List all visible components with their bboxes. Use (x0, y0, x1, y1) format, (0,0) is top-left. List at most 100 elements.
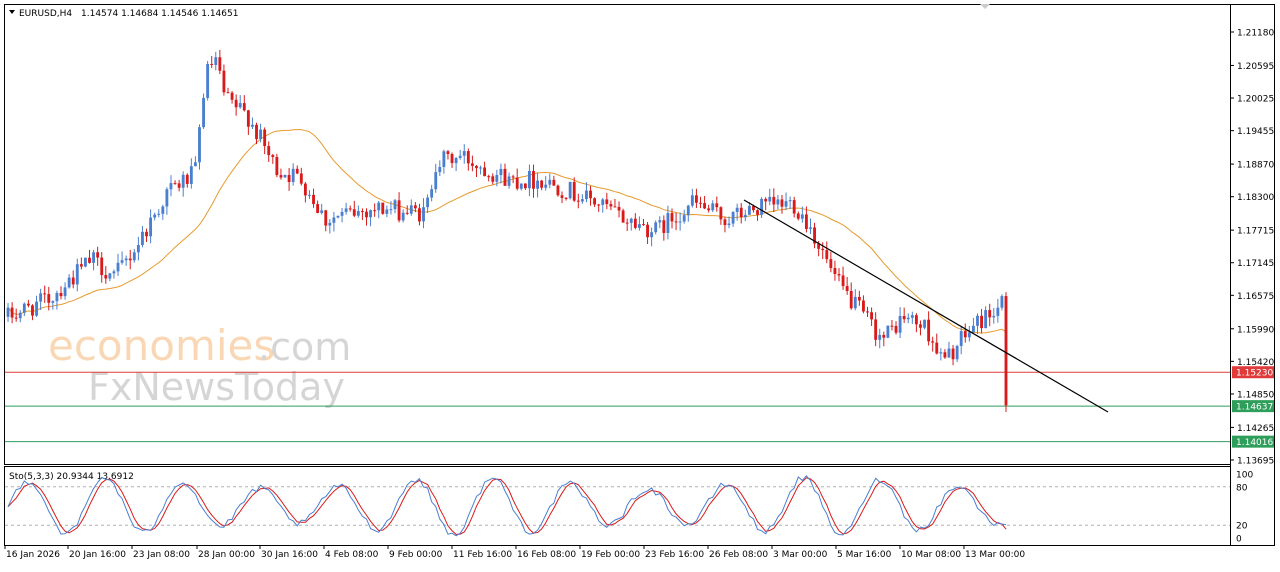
candle-body (291, 168, 295, 183)
price-tick-label: 1.17145 (1237, 259, 1274, 269)
candle-body (809, 227, 812, 229)
candle-body (189, 166, 193, 184)
candle-body (568, 181, 572, 199)
candle-body (108, 273, 112, 279)
candle-body (283, 174, 287, 178)
price-tick-label: 1.14265 (1237, 424, 1274, 434)
candle-body (369, 210, 372, 218)
candle-body (31, 305, 34, 316)
candle-body (491, 176, 495, 182)
candle-body (747, 205, 751, 215)
candle-body (866, 311, 869, 313)
candle-body (434, 172, 438, 190)
candle-body (259, 129, 263, 140)
candle-body (886, 325, 890, 338)
candle-body (450, 153, 454, 164)
candle-body (255, 124, 258, 140)
candle-body (515, 177, 519, 189)
candle-body (238, 103, 242, 108)
time-tick-label: 3 Mar 00:00 (773, 550, 828, 560)
candle-body (271, 155, 275, 157)
candle-body (418, 208, 421, 222)
candle-body (780, 199, 784, 207)
candle-body (507, 176, 511, 186)
candle-body (128, 258, 132, 261)
candle-body (682, 215, 686, 222)
price-axis-frame (1230, 4, 1275, 546)
candle-body (226, 92, 230, 94)
candle-body (633, 218, 637, 228)
candle-body (422, 207, 425, 222)
candle-body (756, 210, 759, 215)
candle-body (703, 203, 707, 209)
candles (6, 49, 1008, 413)
candle-body (898, 316, 902, 333)
candle-body (609, 204, 613, 207)
candle-body (743, 214, 747, 218)
time-tick-label: 11 Feb 16:00 (453, 550, 512, 560)
candle-body (992, 315, 996, 318)
candle-body (739, 207, 743, 218)
candle-body (523, 183, 527, 189)
candle-body (572, 181, 576, 201)
candle-body (246, 110, 250, 127)
symbol-label: EURUSD,H4 (19, 9, 72, 19)
stochastic-reference-lines (5, 486, 1230, 526)
candle-body (279, 175, 283, 178)
candle-body (88, 257, 91, 263)
candle-body (169, 183, 173, 190)
time-axis: 16 Jan 2026 20 Jan 16:00 23 Jan 08:00 28 Ja… (4, 545, 1025, 560)
candle-body (71, 277, 75, 285)
price-tick-label: 1.20595 (1237, 62, 1274, 72)
candle-body (348, 208, 352, 210)
candle-body (39, 293, 43, 302)
candle-body (84, 257, 87, 267)
price-tick-label: 1.15990 (1237, 325, 1274, 335)
candle-body (552, 179, 556, 186)
candle-body (438, 167, 442, 173)
candle-body (841, 275, 845, 287)
candle-body (26, 303, 30, 306)
candle-body (951, 348, 955, 360)
candle-body (141, 231, 144, 245)
candle-body (1004, 296, 1008, 406)
candle-body (894, 325, 898, 333)
candle-body (430, 189, 434, 198)
stochastic-tick-label: 20 (1236, 522, 1248, 532)
price-tick-label: 1.15420 (1237, 358, 1274, 368)
candle-body (210, 63, 214, 65)
candle-body (365, 211, 368, 218)
time-tick-label: 23 Feb 16:00 (645, 550, 704, 560)
level-lines (5, 371, 1230, 443)
candle-body (393, 200, 397, 210)
stochastic-main-line (7, 475, 1007, 537)
candle-body (214, 57, 218, 65)
time-tick-label: 16 Jan 2026 (6, 550, 60, 560)
time-tick-label: 9 Feb 00:00 (389, 550, 443, 560)
candle-body (43, 293, 47, 295)
stochastic-tick-label: 100 (1236, 471, 1253, 481)
trendline[interactable] (743, 199, 1109, 413)
candle-body (385, 209, 389, 214)
candle-body (324, 210, 328, 226)
level-price-labels: 1.15230 1.14637 1.14016 (1232, 366, 1274, 448)
level-price-tag (1232, 435, 1274, 448)
watermark-fxnewstoday: FxNewsToday (88, 365, 345, 409)
candle-body (686, 205, 690, 216)
candle-body (931, 341, 935, 343)
candle-body (813, 227, 816, 244)
candle-body (629, 218, 633, 223)
candle-body (589, 190, 592, 199)
candle-body (715, 203, 719, 208)
candle-body (585, 190, 588, 200)
candle-body (919, 324, 922, 328)
candle-body (764, 198, 768, 202)
candle-body (662, 220, 666, 233)
candle-body (112, 271, 116, 274)
candle-body (984, 310, 988, 329)
candle-body (165, 189, 169, 207)
candle-body (772, 196, 776, 205)
candle-body (768, 196, 772, 202)
candle-body (287, 174, 291, 183)
